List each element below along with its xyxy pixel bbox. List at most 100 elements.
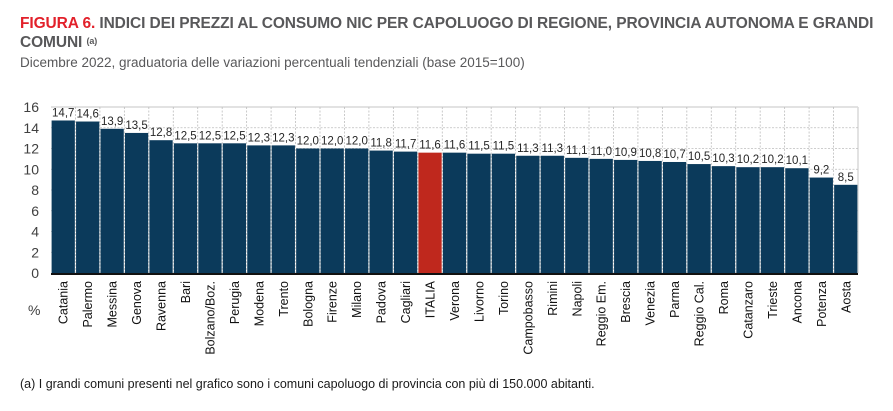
x-tick-label: Catanzaro <box>741 281 755 339</box>
data-label: 14,7 <box>52 107 74 119</box>
y-tick-label: 6 <box>31 203 39 219</box>
data-label: 11,5 <box>493 141 515 153</box>
chart-subtitle: Dicembre 2022, graduatoria delle variazi… <box>20 55 525 70</box>
y-tick-label: 4 <box>31 224 39 240</box>
bar-bologna <box>296 148 320 273</box>
x-tick-label: Bologna <box>301 281 315 327</box>
x-tick-label: Genova <box>130 281 144 325</box>
bar-bolzano-boz- <box>198 143 222 273</box>
bar-torino <box>491 153 516 273</box>
bar-firenze <box>320 148 344 273</box>
data-label: 11,3 <box>517 143 539 155</box>
data-label: 11,0 <box>590 146 612 158</box>
data-label: 10,2 <box>761 154 783 166</box>
y-tick-label: 12 <box>23 141 39 157</box>
x-axis: Catania Palermo Messina Genova Ravenna Bari Bo… <box>57 280 854 354</box>
data-label: 11,6 <box>419 140 441 152</box>
data-label: 9,2 <box>813 165 829 177</box>
data-label: 12,8 <box>150 127 172 139</box>
bar-roma <box>711 166 736 273</box>
x-tick-label: Reggio Cal. <box>693 281 707 346</box>
bar-brescia <box>614 159 638 273</box>
data-label: 11,7 <box>395 139 417 151</box>
title-note: (a) <box>86 36 98 46</box>
data-label: 10,7 <box>663 149 685 161</box>
x-tick-label: Aosta <box>839 281 853 313</box>
y-tick-label: 14 <box>23 120 39 136</box>
x-tick-label: Perugia <box>228 281 242 324</box>
bar-reggio-em- <box>589 158 613 273</box>
data-label: 10,2 <box>737 154 759 166</box>
bar-venezia <box>638 160 662 273</box>
data-label: 11,5 <box>468 141 490 153</box>
x-tick-label: Brescia <box>619 281 633 323</box>
y-unit-label: % <box>28 302 40 318</box>
bar-catanzaro <box>736 167 760 273</box>
x-tick-label: Palermo <box>81 281 95 328</box>
data-label: 10,1 <box>786 155 808 167</box>
x-tick-label: ITALIA <box>424 280 438 318</box>
x-tick-label: Catania <box>57 281 71 324</box>
bar-milano <box>345 148 369 273</box>
bar-aosta <box>834 184 858 273</box>
bar-catania <box>51 120 75 273</box>
y-axis: 0 2 4 6 8 10 12 14 16 <box>23 99 39 281</box>
x-tick-label: Napoli <box>570 281 584 316</box>
data-label: 13,5 <box>125 120 147 132</box>
x-tick-label: Reggio Em. <box>595 281 609 346</box>
x-tick-label: Roma <box>717 281 731 314</box>
data-label: 12,5 <box>174 130 196 142</box>
data-label: 11,8 <box>370 138 392 150</box>
x-tick-label: Bari <box>179 281 193 303</box>
data-labels: 14,7 14,613,9 13,512,8 12,5 12,5 12,5 12,3 12,3… <box>52 107 854 183</box>
x-tick-label: Trieste <box>766 281 780 319</box>
y-tick-label: 0 <box>31 265 39 281</box>
data-label: 11,6 <box>444 140 466 152</box>
x-tick-label: Venezia <box>644 281 658 326</box>
bar-bari <box>173 143 198 273</box>
bar-ancona <box>785 168 809 273</box>
data-label: 11,1 <box>566 145 588 157</box>
x-tick-label: Firenze <box>326 281 340 323</box>
chart-title: FIGURA 6. INDICI DEI PREZZI AL CONSUMO N… <box>20 14 880 52</box>
bar-ravenna <box>149 140 173 273</box>
bar-livorno <box>467 153 491 273</box>
x-tick-label: Campobasso <box>521 281 535 355</box>
bars <box>51 120 858 274</box>
x-tick-label: Verona <box>448 281 462 321</box>
data-label: 10,8 <box>639 148 661 160</box>
data-label: 13,9 <box>101 116 123 128</box>
data-label: 12,5 <box>199 130 221 142</box>
bar-trieste <box>760 167 785 273</box>
bar-potenza <box>809 177 833 273</box>
x-tick-label: Trento <box>277 281 291 317</box>
bar-italia <box>418 152 442 273</box>
y-tick-label: 8 <box>31 182 39 198</box>
data-label: 12,0 <box>345 136 367 148</box>
x-tick-label: Torino <box>497 281 511 315</box>
y-tick-label: 10 <box>23 161 39 177</box>
bar-parma <box>662 161 687 273</box>
figure-label: FIGURA 6. <box>20 15 96 32</box>
data-label: 12,0 <box>321 136 343 148</box>
bar-messina <box>100 128 124 273</box>
data-label: 12,0 <box>297 136 319 148</box>
x-tick-label: Bolzano/Boz. <box>203 281 217 355</box>
x-tick-label: Milano <box>350 281 364 318</box>
y-tick-label: 16 <box>23 99 39 115</box>
data-label: 10,3 <box>712 153 734 165</box>
bar-napoli <box>565 157 589 273</box>
data-label: 12,5 <box>223 130 245 142</box>
data-label: 12,3 <box>272 132 294 144</box>
x-tick-label: Potenza <box>815 281 829 327</box>
title-text: INDICI DEI PREZZI AL CONSUMO NIC PER CAP… <box>20 15 874 51</box>
footnote: (a) I grandi comuni presenti nel grafico… <box>20 377 595 391</box>
bar-modena <box>247 145 271 273</box>
x-tick-label: Messina <box>106 281 120 328</box>
x-tick-label: Ravenna <box>155 281 169 331</box>
bar-trento <box>271 145 295 273</box>
bar-padova <box>369 150 393 273</box>
x-tick-label: Ancona <box>790 281 804 323</box>
bar-cagliari <box>393 151 418 273</box>
